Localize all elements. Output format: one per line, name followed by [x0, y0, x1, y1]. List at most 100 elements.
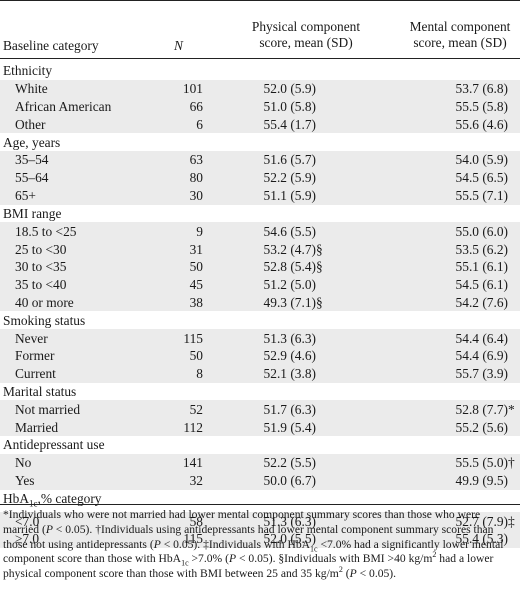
- pcs-cell-value: 51.6 (5.7): [263, 152, 316, 168]
- mcs-cell-value: 53.7 (6.8): [455, 81, 508, 97]
- n-cell: 38: [155, 293, 203, 312]
- group-label: Marital status: [0, 383, 520, 401]
- header-mcs-line2: score, mean (SD): [413, 35, 507, 50]
- footnote-segment: < 0.05). ‡Individuals with HbA: [160, 537, 310, 551]
- row-label-value: 30 to <35: [15, 259, 67, 275]
- mcs-cell-value: 49.9 (9.5): [455, 473, 508, 489]
- footnote-segment: >7.0% (: [188, 552, 229, 566]
- n-cell-value: 38: [189, 294, 203, 310]
- mcs-cell-value: 52.7 (7.9): [455, 513, 508, 529]
- pcs-cell-value: 52.2 (5.9): [263, 170, 316, 186]
- mcs-cell-value: 55.5 (7.1): [455, 188, 508, 204]
- footnote-segment: P: [349, 567, 357, 581]
- table-row: 35–54 63 51.6 (5.7) 54.0 (5.9): [0, 151, 520, 169]
- footnote-segment: < 0.05).: [356, 567, 397, 581]
- n-cell-value: 6: [196, 116, 203, 132]
- pcs-cell: 51.0 (5.8): [203, 97, 328, 116]
- table-footnote: *Individuals who were not married had lo…: [3, 508, 519, 582]
- n-cell-value: 31: [189, 241, 203, 257]
- table-row: Former 50 52.9 (4.6) 54.4 (6.9): [0, 347, 520, 365]
- table-row: 40 or more 38 49.3 (7.1)§ 54.2 (7.6): [0, 293, 520, 312]
- pcs-cell: 52.0 (5.9): [203, 79, 328, 98]
- mcs-cell-value: 55.5 (5.0): [455, 455, 508, 471]
- n-cell: 80: [155, 168, 203, 187]
- pcs-cell: 52.0 (5.5): [203, 529, 328, 548]
- group-row: Marital status: [0, 383, 520, 401]
- row-label: 35 to <40: [0, 275, 155, 294]
- row-label-value: Former: [15, 348, 55, 364]
- row-label: Other: [0, 115, 155, 134]
- mcs-cell-value: 55.6 (4.6): [455, 116, 508, 132]
- mcs-cell: 53.7 (6.8): [328, 79, 520, 98]
- table-row: 25 to <30 31 53.2 (4.7)§ 53.5 (6.2): [0, 240, 520, 258]
- pcs-cell-value: 53.2 (4.7): [263, 241, 316, 257]
- pcs-cell-value: 52.9 (4.6): [263, 348, 316, 364]
- row-label-value: ≥7.0: [15, 531, 40, 547]
- group-row: HbA1c,% category: [0, 490, 520, 513]
- table-row: White 101 52.0 (5.9) 53.7 (6.8): [0, 79, 520, 98]
- row-label: 55–64: [0, 168, 155, 187]
- row-label-value: Not married: [15, 401, 81, 417]
- row-label: Yes: [0, 471, 155, 490]
- group-row: Age, years: [0, 133, 520, 151]
- row-label: Current: [0, 364, 155, 383]
- group-label: BMI range: [0, 205, 520, 223]
- table-row: African American 66 51.0 (5.8) 55.5 (5.8): [0, 97, 520, 116]
- table-row: Not married 52 51.7 (6.3) 52.8 (7.7)*: [0, 400, 520, 419]
- footnote-segment: P: [45, 522, 53, 536]
- footnote-segment: (: [342, 567, 350, 581]
- pcs-cell-value: 51.1 (5.9): [263, 188, 316, 204]
- mcs-cell-value: 54.4 (6.4): [455, 330, 508, 346]
- n-cell: 141: [155, 453, 203, 472]
- table-row: 55–64 80 52.2 (5.9) 54.5 (6.5): [0, 168, 520, 187]
- n-cell: 115: [155, 529, 203, 548]
- mcs-cell: 52.8 (7.7)*: [328, 400, 520, 419]
- n-cell: 115: [155, 329, 203, 347]
- row-label-value: 25 to <30: [15, 241, 67, 257]
- pcs-cell-value: 55.4 (1.7): [263, 116, 316, 132]
- top-rule: [0, 0, 520, 1]
- pcs-cell: 55.4 (1.7): [203, 115, 328, 134]
- table-row: No 141 52.2 (5.5) 55.5 (5.0)†: [0, 453, 520, 472]
- footnote-segment: had a lower physical component score tha…: [3, 552, 494, 581]
- group-label-text: HbA: [3, 490, 30, 506]
- mcs-cell: 55.4 (5.3): [328, 529, 520, 548]
- group-row: Antidepressant use: [0, 436, 520, 454]
- pcs-cell: 50.0 (6.7): [203, 471, 328, 490]
- data-table: Ethnicity White 101 52.0 (5.9) 53.7 (6.8) Afr…: [0, 62, 520, 548]
- row-label-value: Married: [15, 419, 59, 435]
- pcs-cell: 51.2 (5.0): [203, 275, 328, 294]
- n-cell-value: 8: [196, 366, 203, 382]
- mcs-cell-value: 55.0 (6.0): [455, 223, 508, 239]
- group-label: Ethnicity: [0, 62, 520, 80]
- row-label: 30 to <35: [0, 257, 155, 276]
- group-label: Smoking status: [0, 311, 520, 329]
- n-cell-value: 66: [189, 99, 203, 115]
- n-cell-value: 112: [183, 419, 203, 435]
- n-cell-value: 80: [189, 170, 203, 186]
- pcs-cell: 52.8 (5.4)§: [203, 257, 328, 276]
- row-label-value: Other: [15, 116, 46, 132]
- row-label: Not married: [0, 400, 155, 419]
- group-label-subscript: 1c: [29, 498, 38, 508]
- mcs-cell: 54.5 (6.5): [328, 168, 520, 187]
- n-cell-value: 63: [189, 152, 203, 168]
- mcs-cell: 55.5 (5.8): [328, 97, 520, 116]
- mcs-cell-value: 52.8 (7.7): [455, 401, 508, 417]
- n-cell: 112: [155, 418, 203, 437]
- row-label: ≥7.0: [0, 529, 155, 548]
- n-cell-value: 50: [189, 259, 203, 275]
- header-n: N: [174, 38, 183, 53]
- row-label-value: 35–54: [15, 152, 49, 168]
- pcs-cell: 51.3 (6.3): [203, 512, 328, 530]
- mcs-cell-value: 55.5 (5.8): [455, 99, 508, 115]
- footnote-segment: < 0.05). §Individuals with BMI >40 kg/m: [236, 552, 433, 566]
- row-label-value: Current: [15, 366, 56, 382]
- mcs-cell: 49.9 (9.5): [328, 471, 520, 490]
- table-row: Never 115 51.3 (6.3) 54.4 (6.4): [0, 329, 520, 347]
- pcs-cell-value: 51.3 (6.3): [263, 513, 316, 529]
- n-cell: 63: [155, 151, 203, 169]
- row-label-value: 55–64: [15, 170, 49, 186]
- pcs-cell: 52.9 (4.6): [203, 347, 328, 365]
- n-cell-value: 101: [182, 81, 203, 97]
